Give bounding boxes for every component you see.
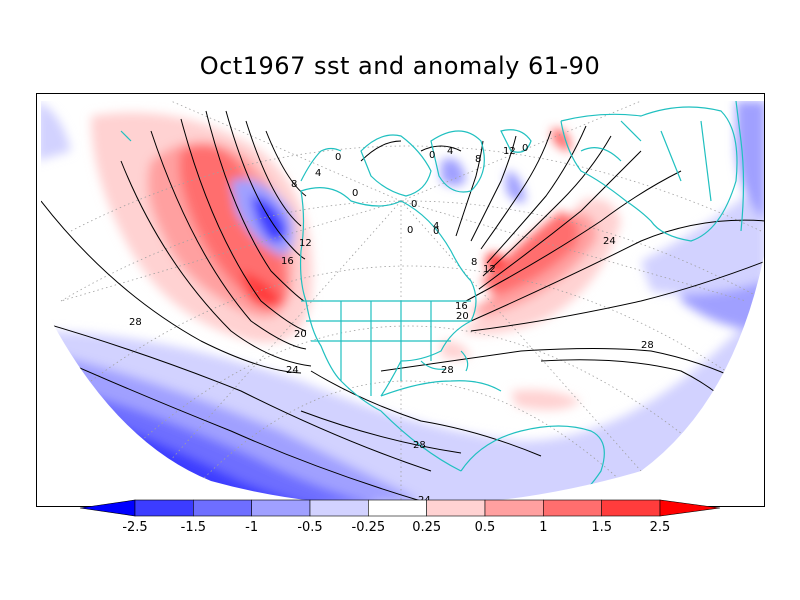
colorbar-box (193, 499, 252, 517)
colorbar-box (484, 499, 544, 517)
colorbar-box (601, 499, 661, 517)
colorbar-tick-label: -1.5 (181, 520, 206, 535)
colorbar-tick-label: 1 (539, 520, 547, 535)
colorbar-tick-label: -1 (245, 520, 258, 535)
colorbar-tick-label: 0.25 (412, 520, 441, 535)
graticule (60, 101, 764, 506)
colorbar-tick-label: 1.5 (591, 520, 612, 535)
contour-label: 28 (129, 317, 142, 328)
contour-label: 8 (291, 179, 297, 190)
contour-label: 4 (433, 221, 439, 232)
contour-label: 0 (411, 199, 417, 210)
contour-label: 28 (441, 365, 454, 376)
contour-label: 24 (286, 365, 299, 376)
contour-label: 0 (429, 150, 435, 161)
sst-contours (41, 110, 764, 502)
contour-label: 0 (335, 152, 341, 163)
contour-label: 12 (299, 238, 312, 249)
contour-label: 12 (483, 264, 496, 275)
colorbar-box (251, 499, 311, 517)
contour-label: 0 (352, 188, 358, 199)
contour-label: 0 (522, 143, 528, 154)
contour-label: 0 (433, 226, 439, 237)
contour-label: 8 (471, 257, 477, 268)
colorbar-ticks: -2.5 -1.5 -1 -0.5 -0.25 0.25 0.5 1 1.5 2.5 (122, 520, 670, 535)
colorbar-tick-label: -0.25 (352, 520, 386, 535)
colorbar-box (368, 499, 427, 517)
colorbar-tick-label: 2.5 (650, 520, 671, 535)
contour-label: 20 (456, 311, 469, 322)
contour-label: 4 (315, 168, 321, 179)
contour-label: 0 (407, 225, 413, 236)
colorbar-tick-label: -2.5 (122, 520, 147, 535)
colorbar-tick-label: -0.5 (297, 520, 322, 535)
sst-anomaly-map: 28 24 20 16 12 8 4 0 28 28 28 24 24 20 1… (41, 101, 764, 506)
colorbar-arrow-high (659, 499, 721, 517)
contour-label: 16 (281, 256, 294, 267)
contour-label: 12 (503, 146, 516, 157)
colorbar-box (426, 499, 486, 517)
colorbar-box (543, 499, 602, 517)
contour-label: 28 (641, 340, 654, 351)
colorbar-box (309, 499, 369, 517)
contour-label: 16 (455, 301, 468, 312)
contour-label: 24 (603, 236, 616, 247)
contour-label: 4 (447, 146, 453, 157)
colorbar-boxes (79, 499, 721, 517)
colorbar-tick-label: 0.5 (475, 520, 496, 535)
map-title: Oct1967 sst and anomaly 61-90 (199, 52, 601, 80)
colorbar-arrow-low (79, 499, 136, 517)
colorbar: -2.5 -1.5 -1 -0.5 -0.25 0.25 0.5 1 1.5 2.5 (79, 499, 721, 535)
contour-label: 20 (294, 329, 307, 340)
colorbar-box (134, 499, 194, 517)
contour-label: 28 (413, 440, 426, 451)
map-frame: 28 24 20 16 12 8 4 0 28 28 28 24 24 20 1… (36, 93, 765, 507)
contour-label: 8 (475, 154, 481, 165)
